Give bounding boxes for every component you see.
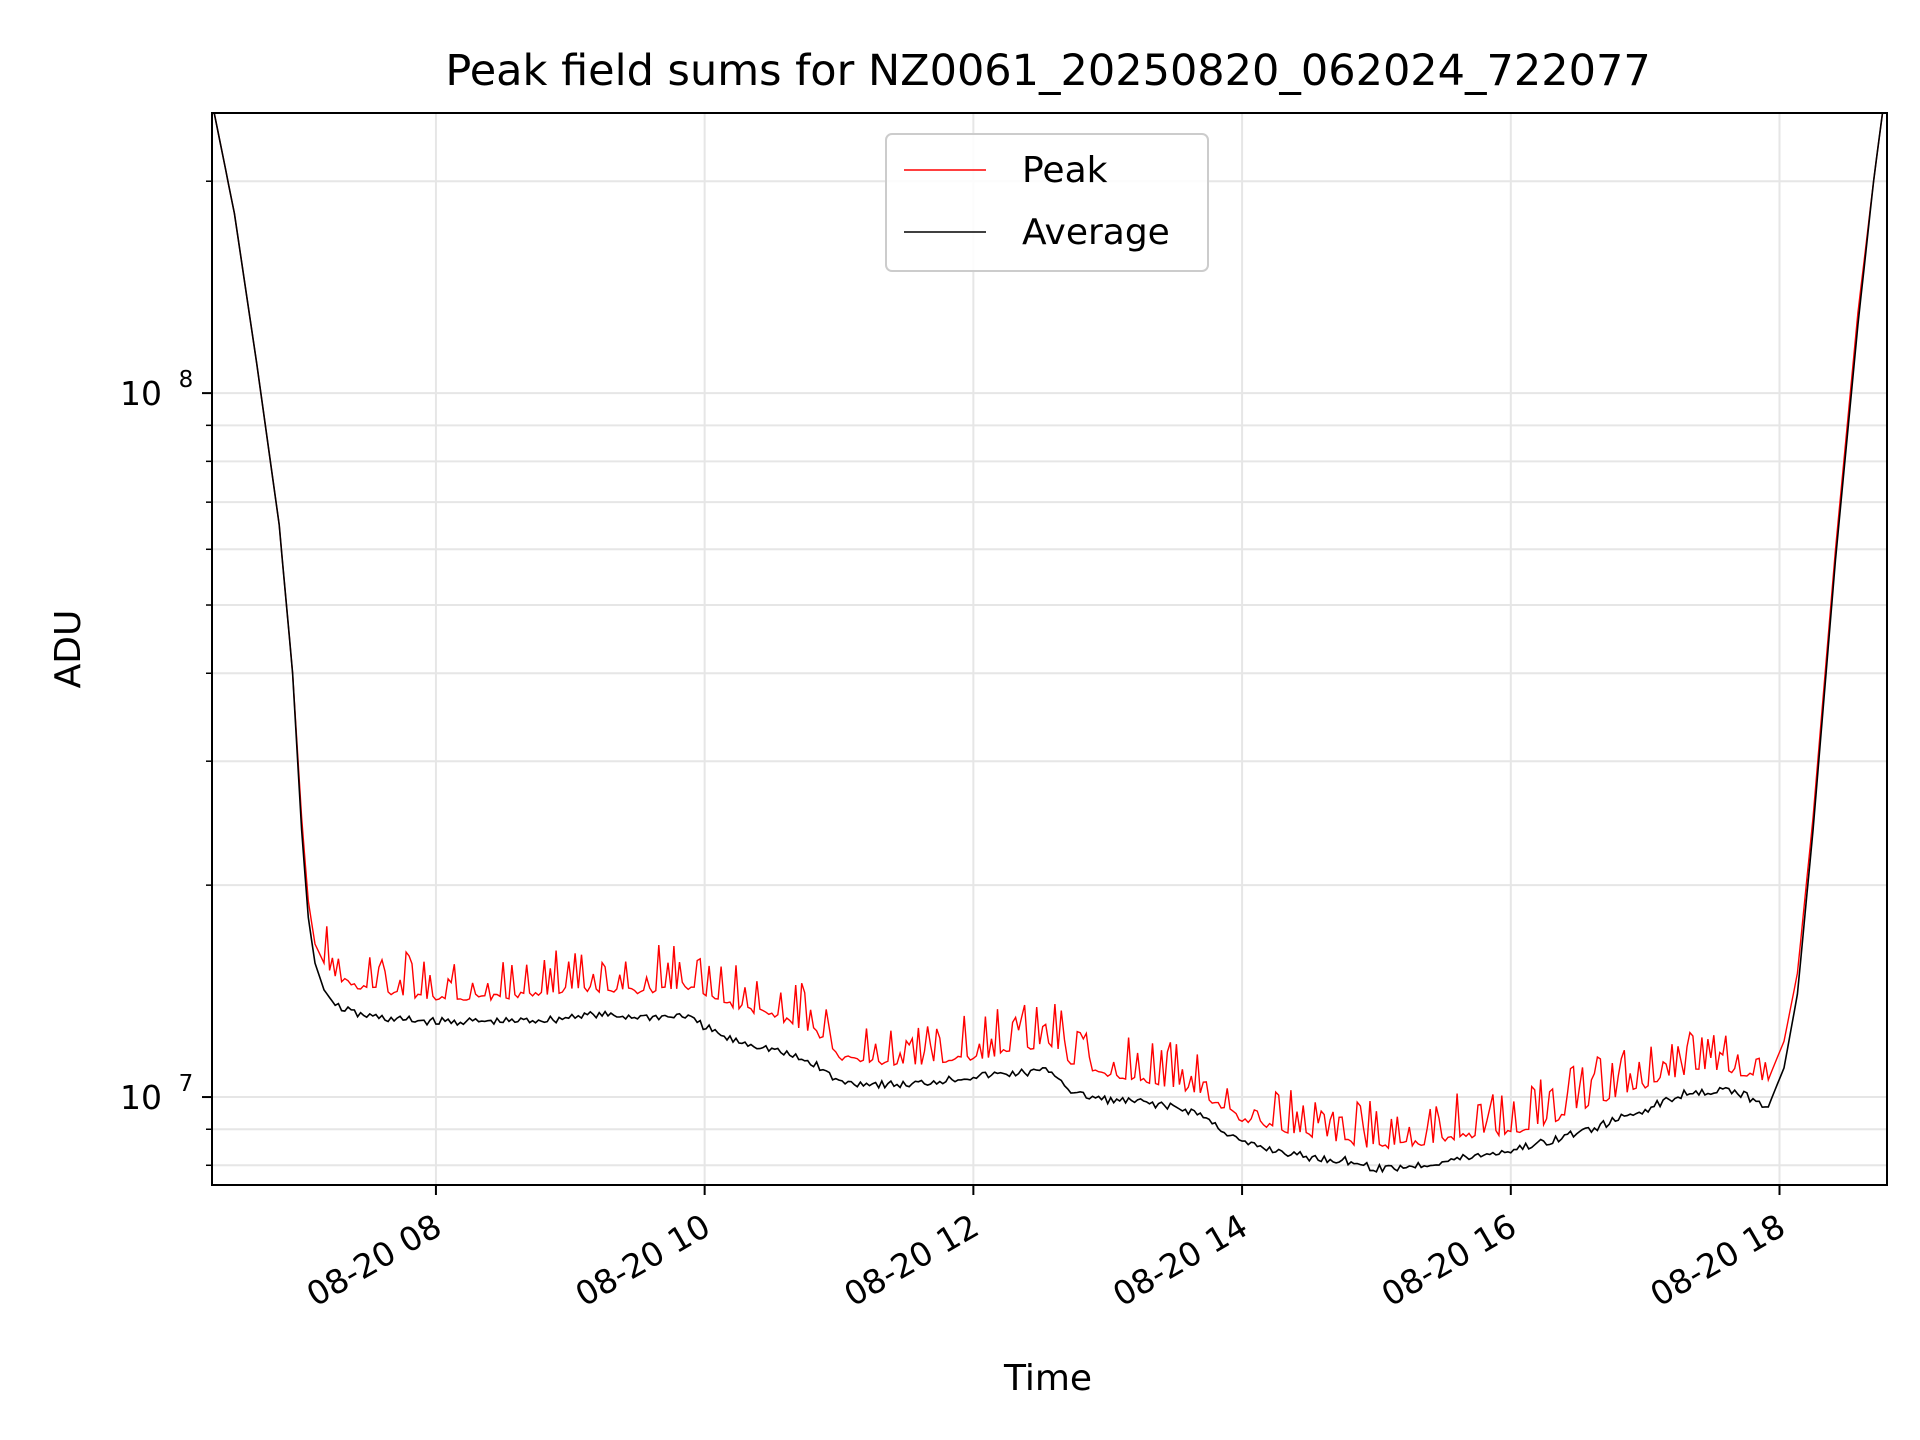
plot-lines: [213, 113, 1884, 1174]
chart-title: Peak field sums for NZ0061_20250820_0620…: [445, 46, 1650, 96]
y-axis: 10 7 10 8: [120, 180, 212, 1167]
y-tick-base: 10: [120, 374, 162, 413]
legend-label-peak: Peak: [1022, 150, 1108, 191]
y-tick-label: 10: [120, 374, 162, 413]
series-line-average: [213, 113, 1884, 1174]
x-axis-label: Time: [1003, 1358, 1092, 1399]
legend: Peak Average: [885, 133, 1209, 272]
y-tick-exponent: 7: [179, 1071, 194, 1097]
plot-frame: [211, 112, 1888, 1186]
y-tick-label: 10: [120, 1078, 162, 1117]
y-tick-base: 10: [120, 1078, 162, 1117]
y-tick-exponent: 8: [179, 367, 194, 393]
legend-box: [885, 133, 1209, 272]
y-axis-label: ADU: [48, 610, 89, 689]
legend-label-average: Average: [1022, 212, 1170, 253]
series-line-peak: [213, 113, 1884, 1150]
